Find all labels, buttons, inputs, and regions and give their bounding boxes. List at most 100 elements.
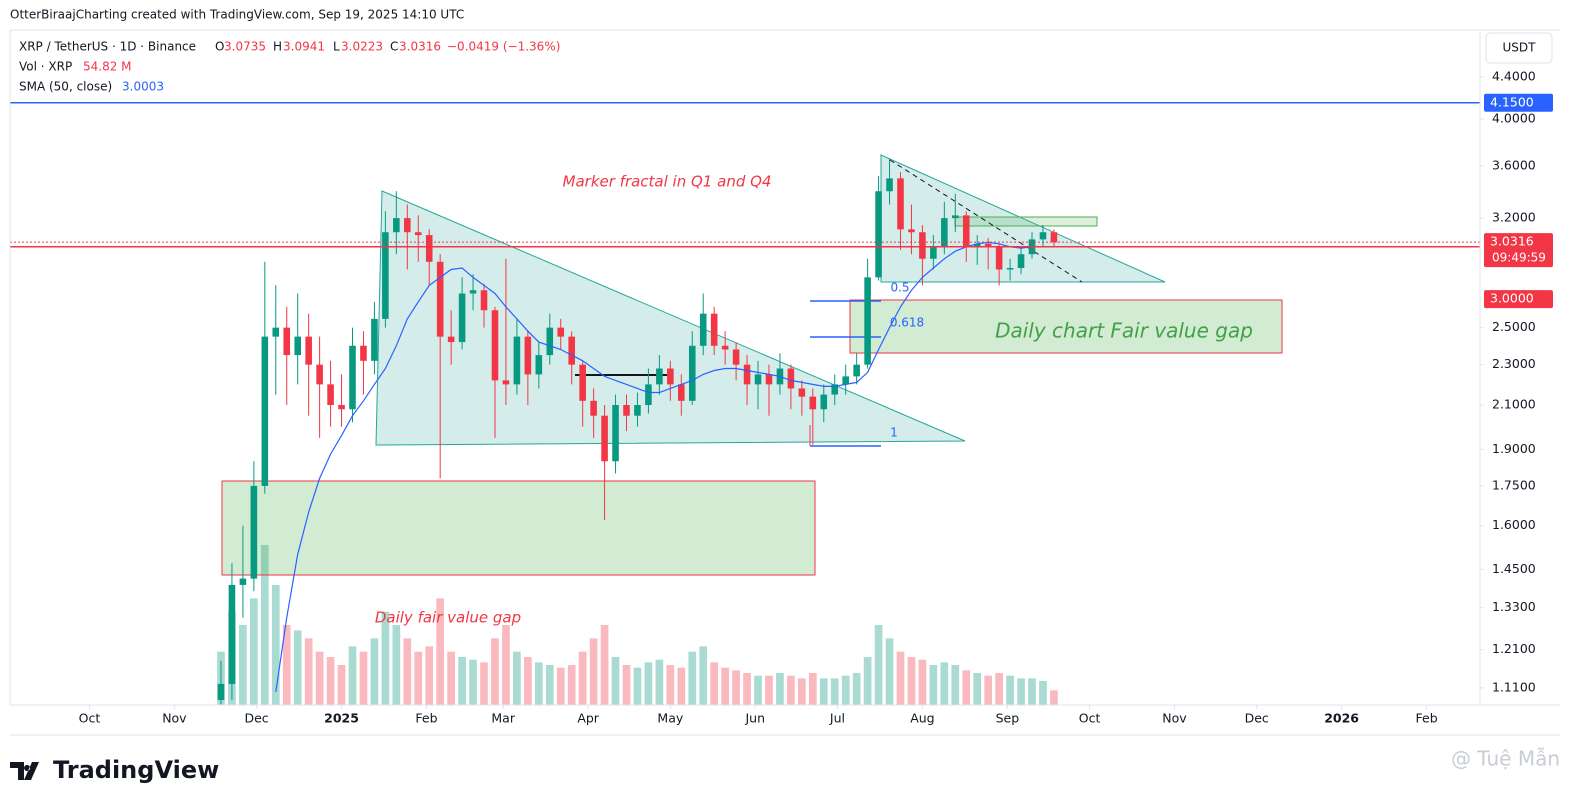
y-tick-label: 3.2000 xyxy=(1492,210,1536,225)
volume-bar xyxy=(403,638,412,705)
triangle-drawing xyxy=(375,190,966,446)
legend-key: SMA (50, close) xyxy=(19,80,112,94)
candle-body xyxy=(743,364,751,385)
volume-bar xyxy=(863,657,872,705)
candle-body xyxy=(546,327,554,356)
candle-body xyxy=(897,178,904,230)
volume-bar xyxy=(260,545,269,705)
legend-key: Vol · XRP xyxy=(19,60,72,74)
currency-button[interactable] xyxy=(1485,32,1553,64)
volume-bar xyxy=(896,651,905,705)
candle-body xyxy=(491,310,499,381)
volume-bar xyxy=(633,667,642,705)
credit: OtterBiraajCharting created with Trading… xyxy=(10,8,464,22)
x-tick-label: Aug xyxy=(910,711,934,726)
candle-body xyxy=(382,232,389,319)
y-tick-label: 1.6000 xyxy=(1492,517,1536,532)
volume-bar xyxy=(611,657,620,705)
volume-bar xyxy=(282,625,291,705)
candle-body xyxy=(272,327,280,337)
volume-bar xyxy=(370,638,379,705)
candle-body xyxy=(678,384,685,401)
volume-bar xyxy=(1050,690,1058,705)
volume-bar xyxy=(458,657,466,705)
volume-bar xyxy=(567,665,576,705)
annotation: Daily fair value gap xyxy=(375,609,521,627)
volume-bar xyxy=(677,667,686,705)
candle-body xyxy=(919,232,926,259)
y-tick-label: 1.9000 xyxy=(1492,441,1536,456)
volume-bar xyxy=(545,665,554,705)
candle-body xyxy=(853,364,860,377)
dashed-trendline xyxy=(889,159,1083,283)
candle-body xyxy=(327,384,334,406)
fvg-box xyxy=(849,299,1283,354)
candle-body xyxy=(349,345,356,410)
candle-body xyxy=(502,380,510,385)
price-label-box xyxy=(1484,290,1553,309)
x-tick-label: Oct xyxy=(79,711,101,726)
volume-bar xyxy=(239,625,247,705)
y-tick-label: 4.0000 xyxy=(1492,111,1536,126)
candle-body xyxy=(908,229,915,233)
x-tick-label: Sep xyxy=(996,711,1020,726)
candle-body xyxy=(842,376,849,385)
volume-bar xyxy=(787,675,795,705)
volume-bar xyxy=(491,638,499,705)
volume-bar xyxy=(973,673,982,705)
volume-bar xyxy=(940,662,949,705)
volume-bar xyxy=(852,673,861,705)
candle-body xyxy=(338,405,345,410)
volume-bar xyxy=(808,673,817,705)
volume-bar xyxy=(315,651,324,705)
candle-body xyxy=(1017,254,1025,268)
candle-body xyxy=(688,345,696,401)
volume-bar xyxy=(469,659,477,705)
volume-bar xyxy=(534,662,543,705)
volume-bar xyxy=(819,678,828,705)
candle-body xyxy=(469,290,477,294)
x-tick-label: Mar xyxy=(491,711,515,726)
legend-value: 3.0316 xyxy=(399,40,441,54)
brand-logo xyxy=(10,762,39,780)
candle-body xyxy=(283,327,291,356)
volume-bar xyxy=(644,662,653,705)
x-tick-label: Feb xyxy=(415,711,437,726)
volume-bar xyxy=(293,630,302,705)
candle-body xyxy=(371,318,378,361)
legend-key: H xyxy=(273,40,282,54)
volume-bar xyxy=(502,625,510,705)
volume-bar xyxy=(589,638,598,705)
legend-key: L xyxy=(333,40,340,54)
y-tick-label: 2.5000 xyxy=(1492,319,1536,334)
volume-bar xyxy=(304,638,313,705)
candle-body xyxy=(962,215,970,247)
x-tick-label: Dec xyxy=(1245,711,1269,726)
zone-box xyxy=(954,216,1098,227)
candle-body xyxy=(634,405,641,416)
candle-body xyxy=(568,336,575,365)
candle-body xyxy=(973,243,981,247)
currency[interactable]: USDT xyxy=(1503,41,1537,55)
fvg-box xyxy=(221,480,816,576)
y-tick-label: 1.7500 xyxy=(1492,477,1536,492)
candle-body xyxy=(414,232,422,236)
volume-bar xyxy=(830,678,839,705)
candle-body xyxy=(1006,267,1014,270)
volume-bar xyxy=(1006,675,1014,705)
price-label-box xyxy=(1484,233,1553,268)
volume-bar xyxy=(688,651,697,705)
legend-value: 54.82 M xyxy=(83,60,132,74)
volume-bar xyxy=(721,667,729,705)
candle-body xyxy=(261,336,269,486)
price-label-box xyxy=(1484,93,1553,112)
annotation: Daily chart Fair value gap xyxy=(995,319,1253,343)
candle-body xyxy=(984,243,992,247)
volume-bar xyxy=(622,665,631,705)
candle-body xyxy=(952,215,959,219)
volume-bar xyxy=(962,670,971,705)
candle-body xyxy=(656,368,663,385)
volume-bar xyxy=(480,662,488,705)
x-tick-label: Apr xyxy=(577,711,599,726)
